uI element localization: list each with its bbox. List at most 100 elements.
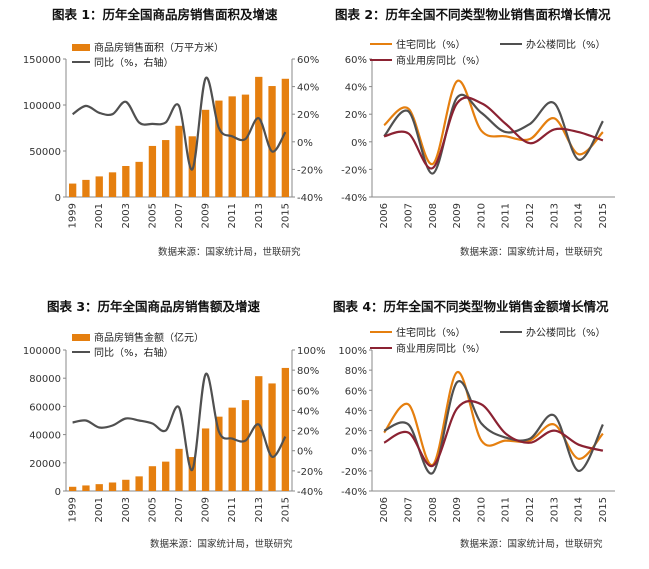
chart-3-right-tick-label: -40% (297, 487, 323, 498)
chart-4-y-tick-label: 40% (345, 406, 367, 417)
chart-3-bar-2007 (175, 448, 183, 491)
chart-3-right-tick-label: 100% (297, 346, 325, 357)
chart-2-x-tick-label: 2007 (403, 203, 414, 228)
chart-3-bar-1999 (68, 486, 77, 491)
chart-1-right-tick-label: 20% (297, 110, 319, 121)
chart-3-legend-bar-swatch (72, 334, 90, 341)
chart-3-bar-2008 (188, 457, 196, 491)
chart-1-bar-2015 (281, 78, 290, 197)
panel-type-value-growth: 图表 4：历年全国不同类型物业销售金额增长情况 -40% -20% 0% 20% 40%… (325, 284, 649, 569)
chart-2-title: 图表 2：历年全国不同类型物业销售面积增长情况 (335, 7, 611, 22)
chart-2-y-tick-label: 0% (351, 138, 367, 149)
chart-2-x-tick-label: 2008 (428, 203, 439, 228)
panel-area-sales: 图表 1：历年全国商品房销售面积及增速 0 50000 100000 150000 -4… (0, 0, 325, 284)
chart-1-x-tick-label: 2005 (147, 203, 158, 228)
chart-3-bar-2014 (268, 383, 276, 491)
chart-4-x-tick-label: 2009 (452, 497, 463, 522)
chart-2-y-tick-label: 20% (345, 110, 367, 121)
chart-3-bar-2005 (148, 466, 157, 491)
chart-4-y-tick-label: 0% (351, 447, 367, 458)
chart-4-legend-label-2: 办公楼同比（%） (526, 326, 606, 339)
chart-3-legend-line-label: 同比（%，右轴） (94, 346, 174, 359)
chart-3-bar-2010 (215, 416, 223, 491)
chart-4-y-tick-label: -20% (341, 467, 367, 478)
chart-3-bar-2012 (241, 400, 250, 491)
chart-1-x-tick-label: 2007 (174, 203, 185, 228)
chart-4-y-tick-label: -40% (341, 487, 367, 498)
chart-2-x-tick-label: 2013 (549, 203, 560, 228)
chart-2-line-series-1 (383, 79, 604, 166)
chart-4-line-series-3 (383, 399, 604, 467)
chart-4-x-tick-label: 2007 (403, 497, 414, 522)
chart-3-x-tick-label: 2007 (174, 497, 185, 522)
chart-3-bar-2004 (135, 476, 143, 491)
chart-1-left-tick-label: 50000 (29, 147, 61, 158)
panel-type-area-growth: 图表 2：历年全国不同类型物业销售面积增长情况 -40% -20% 0% 20% 40%… (325, 0, 649, 284)
chart-1-svg: 0 50000 100000 150000 -40% -20% 0% 20% 40% 60% 199… (23, 41, 323, 228)
chart-1-bar-2014 (268, 86, 276, 197)
chart-1-bar-2007 (175, 125, 183, 197)
chart-1-right-tick-label: -40% (297, 193, 323, 204)
chart-4-x-tick-label: 2008 (428, 497, 439, 522)
chart-3-right-tick-label: 60% (297, 386, 319, 397)
chart-1-x-tick-label: 2011 (227, 203, 238, 228)
chart-2-line-series-2 (383, 93, 604, 175)
chart-4-legend-label-3: 商业用房同比（%） (396, 342, 486, 355)
chart-1-right-tick-label: -20% (297, 165, 323, 176)
chart-1-legend-bar-swatch (72, 44, 90, 51)
chart-2-source: 数据来源：国家统计局，世联研究 (460, 247, 603, 258)
chart-3-bar-2002 (108, 482, 117, 491)
chart-2-x-tick-label: 2011 (501, 203, 512, 228)
chart-1-x-tick-label: 2009 (201, 203, 212, 228)
chart-3-bar-2015 (281, 367, 290, 491)
chart-1-x-tick-label: 2003 (121, 203, 132, 228)
chart-4-x-tick-label: 2015 (598, 497, 609, 522)
chart-3-left-tick-label: 80000 (29, 374, 61, 385)
chart-1-bar-2005 (148, 145, 157, 197)
chart-1-bar-2010 (215, 100, 223, 197)
chart-1-title: 图表 1：历年全国商品房销售面积及增速 (52, 7, 278, 22)
chart-2-legend-label-3: 商业用房同比（%） (396, 54, 486, 67)
chart-3-right-tick-label: 40% (297, 406, 319, 417)
chart-2-legend-label-1: 住宅同比（%） (396, 38, 466, 51)
chart-1-bar-2013 (255, 76, 263, 197)
chart-1-left-tick-label: 0 (55, 193, 61, 204)
chart-2-x-tick-label: 2015 (598, 203, 609, 228)
chart-3-right-tick-label: 0% (297, 447, 313, 458)
chart-3-bar-2001 (95, 484, 103, 491)
chart-4-y-tick-label: 20% (345, 427, 367, 438)
chart-3-bar-2009 (201, 428, 210, 491)
chart-4-y-tick-label: 100% (338, 346, 367, 357)
chart-1-source: 数据来源：国家统计局，世联研究 (158, 247, 301, 258)
chart-1-legend-bar-label: 商品房销售面积（万平方米） (94, 41, 224, 54)
chart-1-bar-2006 (162, 140, 170, 197)
chart-3-x-tick-label: 2005 (147, 497, 158, 522)
chart-4-line-series-2 (383, 380, 604, 475)
chart-4-title: 图表 4：历年全国不同类型物业销售金额增长情况 (333, 299, 609, 314)
chart-2-x-tick-label: 2009 (452, 203, 463, 228)
chart-3-x-tick-label: 2001 (94, 497, 105, 522)
chart-3-title: 图表 3：历年全国商品房销售额及增速 (47, 299, 261, 314)
chart-1-bar-2011 (228, 96, 236, 197)
chart-4-x-tick-label: 2011 (501, 497, 512, 522)
chart-3-x-tick-label: 2009 (201, 497, 212, 522)
chart-1-bar-2002 (108, 172, 117, 197)
chart-4-x-tick-label: 2013 (549, 497, 560, 522)
chart-3-right-tick-label: 80% (297, 366, 319, 377)
chart-1-x-tick-label: 2001 (94, 203, 105, 228)
chart-2-x-tick-label: 2014 (574, 203, 585, 228)
chart-3-x-tick-label: 2015 (280, 497, 291, 522)
chart-2-x-tick-label: 2006 (379, 203, 390, 228)
panel-sales-value: 图表 3：历年全国商品房销售额及增速 0 20000 40000 60000 80000… (0, 284, 325, 569)
chart-3-left-tick-label: 60000 (29, 402, 61, 413)
chart-2-x-tick-label: 2010 (476, 203, 487, 228)
chart-3-left-tick-label: 100000 (23, 346, 61, 357)
chart-4-x-tick-label: 2012 (525, 497, 536, 522)
chart-3-growth-line (72, 373, 287, 471)
chart-1-right-tick-label: 40% (297, 83, 319, 94)
chart-1-bar-2003 (122, 165, 130, 197)
chart-1-left-tick-label: 100000 (23, 101, 61, 112)
chart-3-svg: 0 20000 40000 60000 80000 100000 -40% -20% 0% 20%… (23, 331, 325, 522)
chart-3-bar-2013 (255, 376, 263, 491)
chart-1-x-tick-label: 1999 (68, 203, 79, 228)
